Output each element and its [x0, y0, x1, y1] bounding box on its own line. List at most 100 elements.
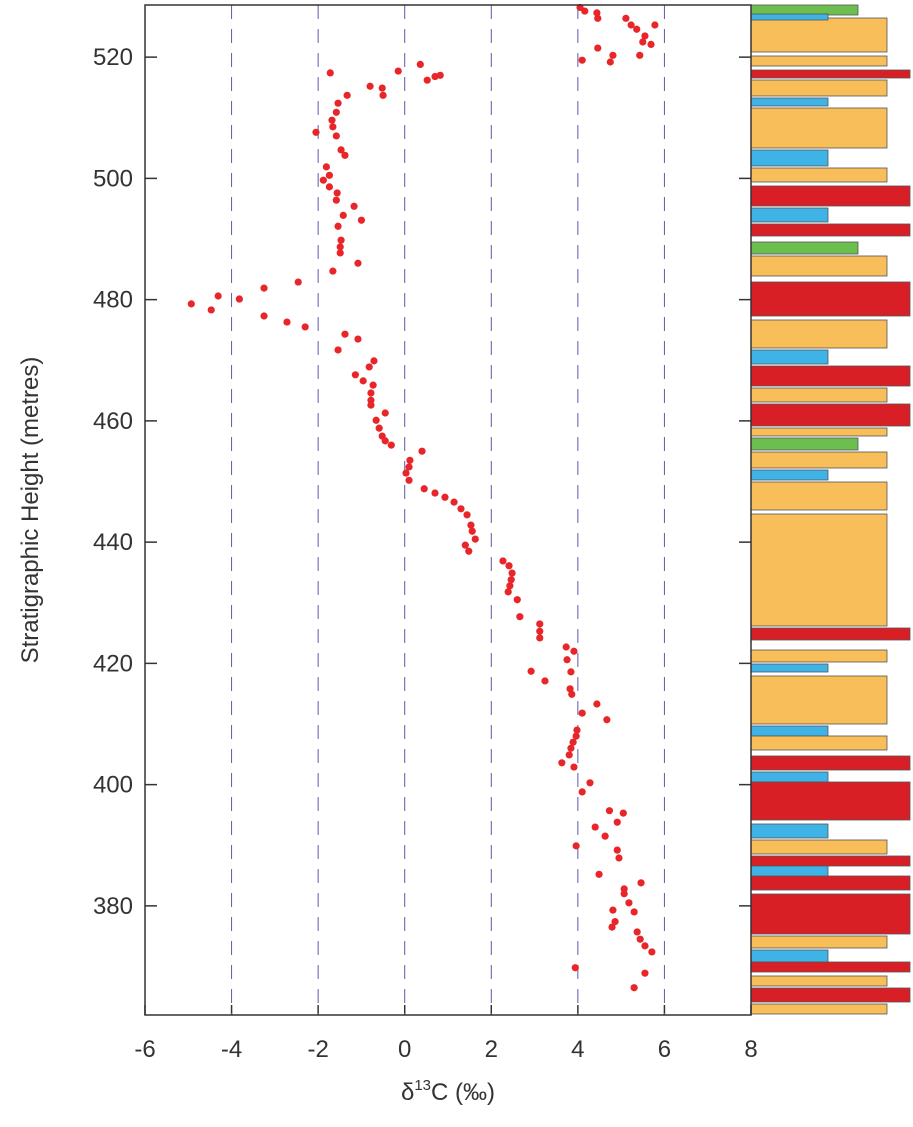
point	[326, 69, 334, 77]
x-label-sup: 13	[414, 1077, 431, 1094]
layer	[750, 513, 888, 627]
y-tick-label: 380	[93, 893, 133, 920]
point	[359, 377, 367, 385]
layer	[750, 987, 911, 1003]
point	[505, 562, 513, 570]
point	[260, 284, 268, 292]
point	[578, 788, 586, 796]
point	[207, 306, 215, 314]
point	[235, 295, 243, 303]
layer	[750, 725, 829, 737]
point	[603, 716, 611, 724]
point	[341, 151, 349, 159]
point	[333, 189, 341, 197]
x-tick-label: 0	[398, 1036, 411, 1063]
point	[609, 906, 617, 914]
layer	[750, 349, 829, 365]
plot-frame	[144, 4, 752, 1016]
point	[369, 381, 377, 389]
point	[450, 498, 458, 506]
point	[379, 91, 387, 99]
point	[630, 908, 638, 916]
point	[563, 656, 571, 664]
point	[378, 84, 386, 92]
point	[595, 870, 603, 878]
point	[402, 469, 410, 477]
point	[325, 183, 333, 191]
layer	[750, 771, 829, 783]
point	[504, 588, 512, 596]
point	[606, 58, 614, 66]
point	[572, 732, 580, 740]
point	[381, 409, 389, 417]
point	[420, 485, 428, 493]
layer	[750, 839, 888, 855]
point	[332, 108, 340, 116]
layer	[750, 55, 888, 67]
point	[636, 51, 644, 59]
point	[619, 809, 627, 817]
point	[605, 807, 614, 815]
point	[365, 363, 373, 371]
point	[615, 854, 623, 862]
point	[337, 236, 345, 244]
y-tick-label: 420	[93, 650, 133, 677]
point	[329, 267, 337, 275]
point	[332, 196, 340, 204]
layer	[750, 855, 911, 867]
point	[381, 437, 389, 445]
point	[567, 744, 575, 752]
point	[332, 132, 340, 140]
point	[370, 357, 378, 365]
point	[334, 346, 342, 354]
point	[367, 389, 375, 397]
point	[536, 627, 544, 635]
layer	[750, 149, 829, 167]
point	[633, 928, 641, 936]
point	[436, 71, 444, 79]
point	[568, 690, 576, 698]
point	[375, 424, 383, 432]
point	[506, 582, 514, 590]
layer	[750, 469, 829, 481]
point	[572, 842, 580, 850]
point	[641, 32, 649, 40]
layer	[750, 437, 859, 451]
point	[294, 278, 302, 286]
point	[609, 51, 617, 59]
y-tick-label: 520	[93, 44, 133, 71]
point	[328, 116, 336, 124]
point	[372, 416, 380, 424]
point	[260, 312, 268, 320]
layer	[750, 663, 829, 673]
x-tick-label: 4	[571, 1036, 584, 1063]
point	[350, 202, 358, 210]
layer	[750, 627, 911, 641]
point	[651, 21, 659, 29]
point	[641, 969, 649, 977]
layer	[750, 365, 911, 387]
point	[601, 832, 609, 840]
x-tick-label: 2	[485, 1036, 498, 1063]
point	[405, 476, 413, 484]
point	[351, 371, 359, 379]
layer	[750, 893, 911, 935]
layer	[750, 427, 888, 437]
x-label-suffix: C (‰)	[431, 1079, 495, 1106]
point	[613, 846, 621, 854]
point	[620, 890, 628, 898]
point	[341, 330, 349, 338]
layer	[750, 387, 888, 403]
point	[613, 818, 621, 826]
point	[536, 634, 544, 642]
layer	[750, 207, 829, 223]
point	[441, 493, 449, 501]
point	[366, 82, 374, 90]
layer	[750, 755, 911, 771]
point	[465, 547, 473, 555]
point	[418, 447, 426, 455]
point	[594, 44, 602, 52]
point	[527, 667, 535, 675]
point	[431, 489, 439, 497]
